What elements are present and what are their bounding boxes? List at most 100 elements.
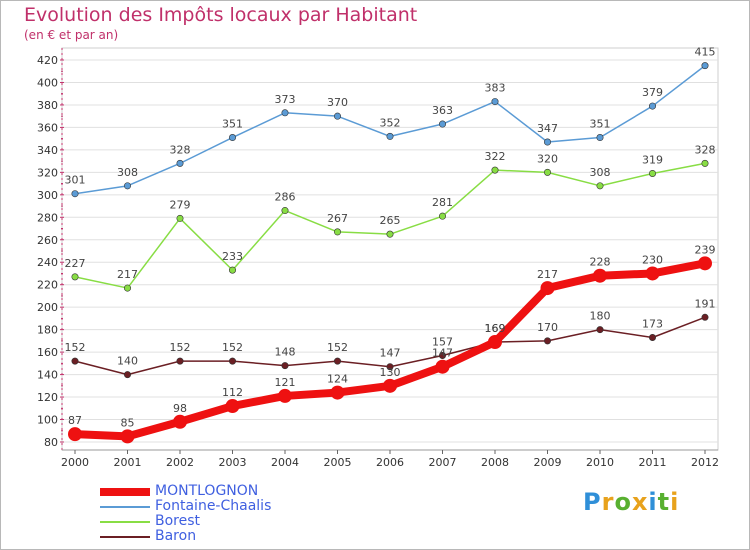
y-tick-label: 260: [37, 234, 58, 247]
x-tick-label: 2009: [534, 456, 562, 469]
data-label: 157: [432, 335, 453, 348]
data-label: 322: [485, 150, 506, 163]
chart-title: Evolution des Impôts locaux par Habitant: [24, 4, 418, 26]
data-point: [648, 334, 656, 342]
y-tick-label: 300: [37, 189, 58, 202]
data-label: 152: [65, 341, 86, 354]
data-point: [438, 212, 446, 220]
legend-swatch-fontaine-chaalis: [100, 506, 150, 508]
legend-swatch-borest: [100, 521, 150, 523]
data-label: 319: [642, 153, 663, 166]
data-point: [229, 357, 237, 365]
data-point: [68, 427, 82, 442]
data-label: 147: [432, 347, 453, 360]
data-point: [225, 399, 240, 414]
data-label: 87: [68, 414, 82, 427]
data-point: [386, 132, 394, 140]
x-tick-label: 2008: [481, 456, 509, 469]
y-tick-label: 340: [37, 144, 58, 157]
data-point: [438, 351, 446, 359]
line-chart: 80 100 120 140 160 180 200 220 240 260 280 300 320 34…: [37, 46, 719, 469]
x-tick-label: 2000: [61, 456, 89, 469]
legend-swatch-baron: [100, 536, 150, 538]
data-label: 227: [65, 257, 86, 270]
x-tick-label: 2005: [324, 456, 352, 469]
data-label: 140: [117, 355, 138, 368]
data-label: 373: [275, 93, 296, 106]
x-tick-label: 2007: [429, 456, 457, 469]
data-label: 347: [537, 122, 558, 135]
y-tick-label: 240: [37, 256, 58, 269]
data-point: [124, 284, 132, 292]
data-label: 308: [117, 166, 138, 179]
data-point: [281, 109, 289, 117]
data-label: 217: [537, 268, 558, 281]
data-label: 112: [222, 386, 243, 399]
x-tick-label: 2001: [114, 456, 142, 469]
data-label: 301: [65, 174, 86, 187]
data-point: [281, 362, 289, 370]
data-label: 415: [695, 46, 716, 59]
data-point: [698, 256, 712, 271]
data-point: [543, 168, 551, 176]
data-point: [229, 134, 237, 142]
data-point: [176, 214, 184, 222]
data-point: [71, 190, 79, 198]
y-tick-label: 120: [37, 391, 58, 404]
data-point: [701, 62, 709, 70]
legend-label: Borest: [155, 513, 201, 529]
data-label: 217: [117, 268, 138, 281]
y-tick-label: 140: [37, 369, 58, 382]
data-label: 383: [485, 82, 506, 95]
data-point: [593, 268, 607, 283]
data-point: [124, 182, 132, 190]
data-label: 124: [327, 373, 348, 386]
data-point: [281, 207, 289, 215]
data-point: [540, 281, 555, 296]
data-point: [491, 166, 499, 174]
data-point: [229, 266, 237, 274]
data-label: 173: [642, 318, 663, 331]
data-point: [333, 357, 341, 365]
y-tick-label: 280: [37, 211, 58, 224]
data-label: 379: [642, 86, 663, 99]
data-label: 233: [222, 250, 243, 263]
data-label: 169: [485, 322, 506, 335]
data-label: 152: [222, 341, 243, 354]
data-point: [173, 414, 187, 429]
y-tick-label: 180: [37, 324, 58, 337]
data-point: [386, 230, 394, 238]
legend-label: Fontaine-Chaalis: [155, 498, 272, 514]
data-point: [491, 98, 499, 106]
y-tick-label: 360: [37, 121, 58, 134]
data-label: 281: [432, 196, 453, 209]
x-tick-label: 2003: [219, 456, 247, 469]
y-tick-label: 380: [37, 99, 58, 112]
data-point: [648, 102, 656, 110]
data-label: 328: [170, 143, 191, 156]
data-label: 370: [327, 96, 348, 109]
data-label: 351: [590, 118, 611, 131]
y-tick-label: 220: [37, 279, 58, 292]
data-point: [435, 359, 450, 374]
x-tick-label: 2012: [691, 456, 719, 469]
data-label: 320: [537, 152, 558, 165]
data-point: [596, 182, 604, 190]
legend-label: MONTLOGNON: [155, 483, 259, 499]
data-point: [383, 378, 397, 393]
data-label: 152: [327, 341, 348, 354]
data-point: [176, 357, 184, 365]
data-point: [596, 134, 604, 142]
data-label: 279: [170, 198, 191, 211]
data-label: 147: [380, 347, 401, 360]
data-point: [71, 357, 79, 365]
data-point: [176, 159, 184, 167]
data-label: 170: [537, 321, 558, 334]
data-label: 230: [642, 253, 663, 266]
data-point: [701, 313, 709, 321]
y-tick-label: 80: [44, 436, 58, 449]
legend-swatch-montlognon: [100, 488, 150, 496]
data-point: [543, 337, 551, 345]
data-point: [124, 371, 132, 379]
data-label: 239: [695, 243, 716, 256]
